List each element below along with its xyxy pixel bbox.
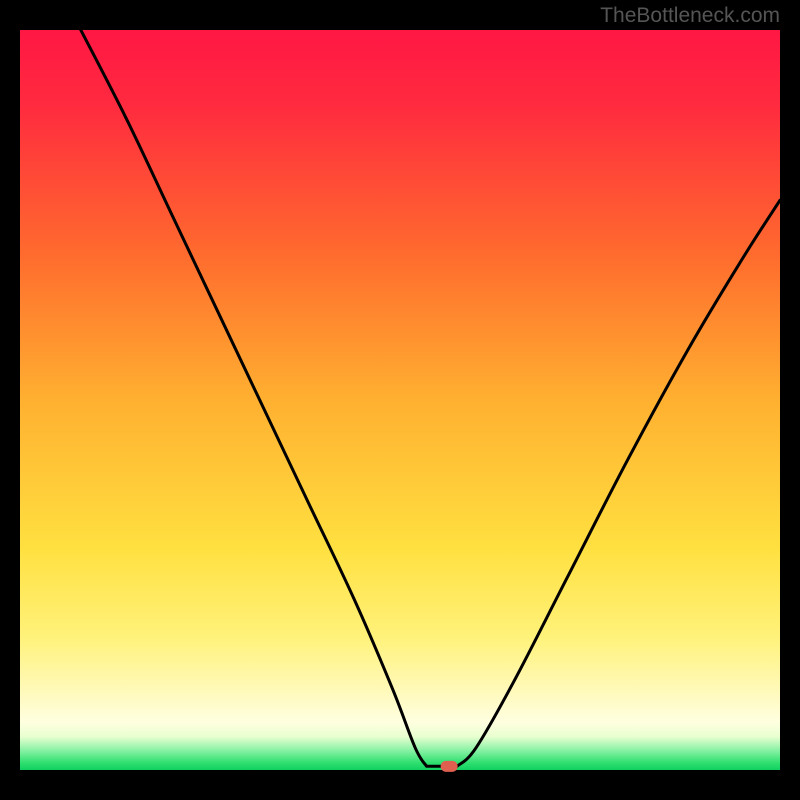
optimal-marker bbox=[441, 761, 458, 771]
plot-area bbox=[20, 30, 780, 770]
watermark-text: TheBottleneck.com bbox=[600, 4, 780, 28]
curve-path bbox=[81, 30, 780, 766]
bottleneck-curve-svg bbox=[20, 30, 780, 770]
